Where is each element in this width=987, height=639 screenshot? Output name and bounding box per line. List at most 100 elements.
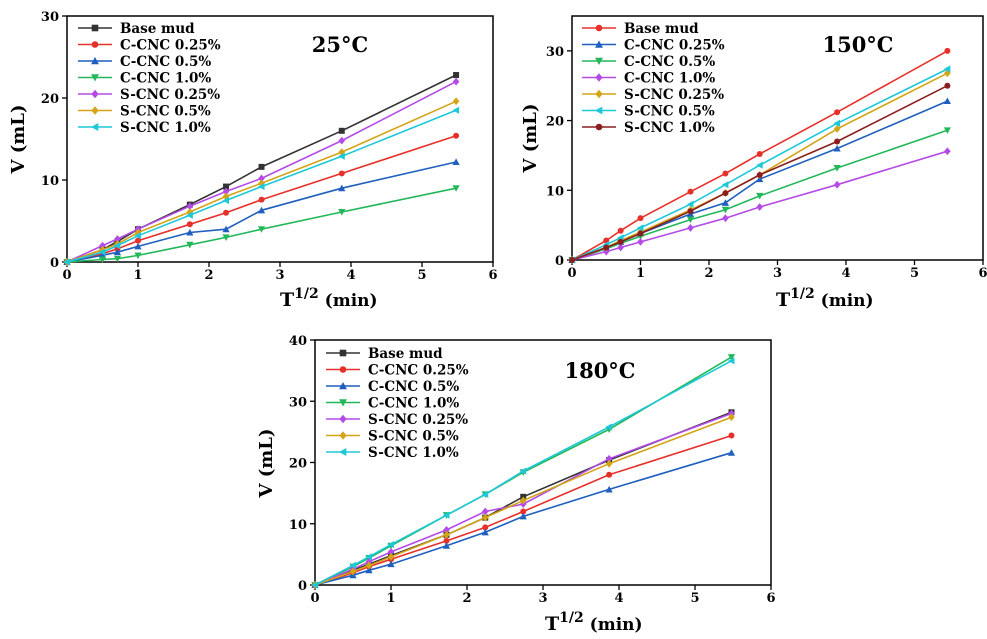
data-point: [728, 413, 735, 422]
x-axis-label-unit: (min): [815, 291, 874, 311]
legend-label: C-CNC 1.0%: [368, 396, 459, 412]
panel-25c: 0 1 2 3 4 5 6 0 10 20 30 V (mL) T1/2 (min) 25°C Base m…: [8, 10, 498, 311]
data-point: [222, 196, 230, 205]
legend-label: S-CNC 0.25%: [624, 87, 724, 103]
data-point: [114, 235, 121, 243]
data-point: [686, 200, 694, 208]
data-point: [186, 211, 193, 219]
y-tick-label: 0: [298, 579, 307, 594]
panel-title: 180°C: [564, 358, 635, 383]
data-point: [605, 454, 613, 463]
data-point: [443, 530, 450, 539]
legend-label: S-CNC 0.5%: [368, 429, 459, 445]
data-point: [99, 241, 106, 250]
data-point: [687, 224, 694, 232]
data-point: [756, 203, 763, 211]
data-point: [687, 208, 694, 215]
data-point: [349, 561, 356, 569]
x-axis-label-main: T: [280, 289, 294, 311]
panel-title: 150°C: [822, 32, 893, 57]
data-point: [98, 248, 106, 256]
data-point: [186, 208, 194, 216]
data-point: [113, 242, 121, 250]
data-point: [834, 138, 841, 145]
legend-label: S-CNC 1.0%: [368, 445, 459, 461]
series-c-cnc-1-0-: [568, 147, 951, 264]
data-point: [944, 69, 951, 78]
data-point: [636, 224, 644, 232]
data-point: [519, 496, 527, 505]
data-point: [944, 47, 951, 54]
legend-marker: [91, 57, 99, 65]
series-s-cnc-1-0-: [569, 82, 951, 263]
data-point: [756, 161, 763, 169]
x-tick-label: 5: [417, 268, 426, 283]
data-point: [387, 560, 395, 568]
data-point: [134, 252, 142, 260]
data-point: [338, 170, 345, 177]
legend-label: C-CNC 0.5%: [368, 379, 459, 395]
data-point: [442, 542, 451, 549]
legend-marker: [339, 366, 347, 373]
data-point: [569, 257, 575, 263]
legend-label: C-CNC 1.0%: [624, 71, 715, 87]
legend-label: C-CNC 0.25%: [624, 38, 725, 54]
data-point: [258, 196, 265, 203]
data-point: [606, 471, 613, 478]
x-axis-label: T1/2 (min): [545, 610, 643, 635]
x-tick-label: 3: [538, 591, 547, 606]
x-tick-label: 4: [614, 591, 623, 606]
data-point: [222, 192, 230, 201]
y-tick-label: 10: [289, 518, 307, 533]
x-axis-label: T1/2 (min): [280, 286, 378, 311]
y-tick-label: 0: [555, 254, 564, 269]
data-point: [365, 566, 373, 574]
data-point: [637, 237, 644, 246]
series-c-cnc-0-25-: [64, 132, 460, 265]
legend-marker: [91, 106, 99, 115]
data-point: [686, 216, 695, 224]
data-point: [453, 72, 460, 79]
data-point: [113, 248, 122, 256]
data-point: [721, 206, 730, 214]
data-point: [113, 255, 122, 263]
data-point: [481, 490, 489, 498]
data-point: [833, 125, 841, 133]
data-point: [135, 237, 141, 244]
data-point: [186, 221, 193, 228]
legend-label: C-CNC 0.5%: [120, 54, 211, 70]
x-axis-label-main: T: [545, 613, 559, 635]
legend-label: S-CNC 1.0%: [120, 120, 211, 136]
legend-marker: [91, 41, 99, 48]
y-tick-label: 20: [41, 92, 59, 107]
data-point: [387, 540, 394, 549]
data-point: [605, 423, 613, 431]
data-point: [833, 180, 841, 189]
y-tick-label: 10: [41, 174, 59, 189]
data-point: [727, 449, 736, 456]
legend-marker: [595, 24, 603, 32]
x-tick-label: 5: [910, 266, 919, 281]
legend-marker: [91, 89, 99, 99]
data-point: [603, 244, 610, 251]
y-tick-label: 20: [546, 115, 564, 130]
data-point: [186, 228, 194, 236]
legend-marker: [595, 89, 603, 99]
y-tick-label: 0: [50, 256, 59, 271]
data-point: [727, 354, 736, 361]
y-axis-label: V (mL): [8, 105, 29, 175]
legend-marker: [339, 414, 347, 424]
legend-label: C-CNC 0.25%: [120, 38, 221, 54]
data-point: [452, 158, 460, 165]
data-point: [134, 232, 141, 240]
data-point: [257, 206, 266, 214]
x-tick-label: 4: [346, 268, 355, 283]
data-point: [443, 525, 450, 534]
x-axis-label-sup: 1/2: [790, 286, 815, 302]
data-point: [452, 97, 460, 106]
data-point: [223, 183, 230, 190]
legend-label: S-CNC 0.5%: [120, 104, 211, 120]
data-point: [833, 119, 841, 127]
legend-label: Base mud: [624, 21, 699, 37]
data-point: [338, 184, 346, 192]
